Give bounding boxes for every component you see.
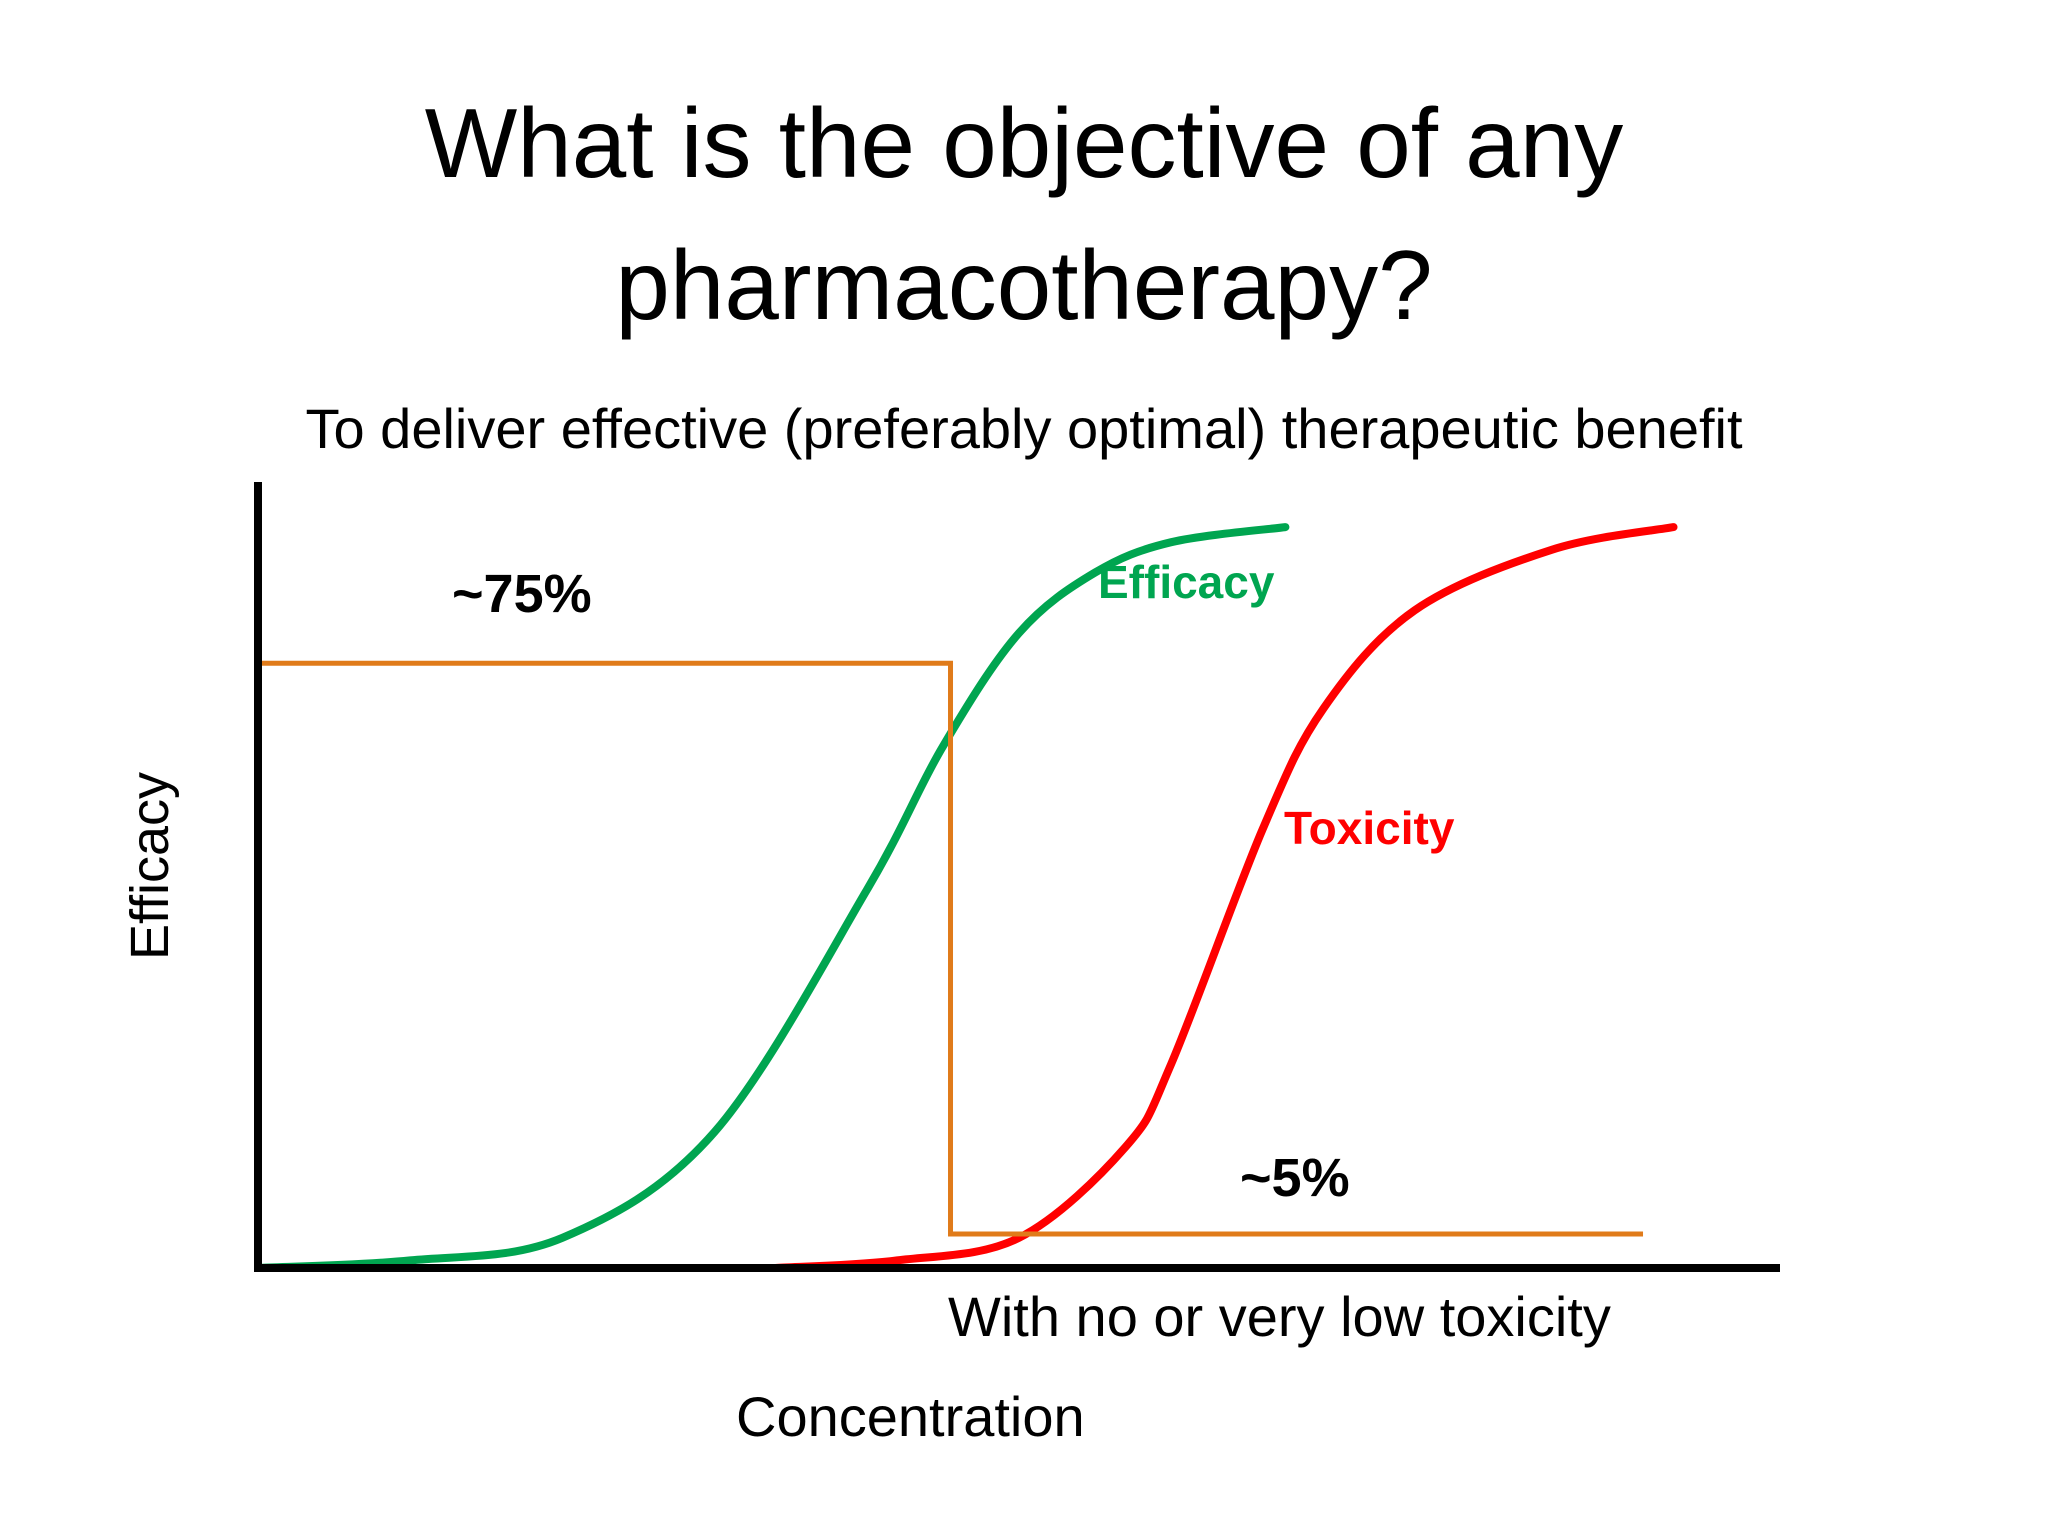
series-layer (254, 523, 1678, 1272)
toxicity-series-label: Toxicity (1284, 802, 1455, 854)
y-axis-label: Efficacy (120, 771, 180, 961)
toxicity-note: With no or very low toxicity (948, 1285, 1611, 1348)
slide-title-line-1: What is the objective of any (424, 88, 1624, 198)
slide-subtitle: To deliver effective (preferably optimal… (305, 397, 1743, 460)
efficacy-curve (254, 523, 1290, 1272)
window-right-value-label: ~5% (1240, 1148, 1350, 1208)
therapeutic-window-line (258, 660, 1644, 1237)
window-left-value-label: ~75% (452, 564, 592, 624)
slide-title: What is the objective of any pharmacothe… (0, 72, 2048, 356)
efficacy-series-label: Efficacy (1098, 556, 1275, 608)
slide-title-line-2: pharmacotherapy? (615, 230, 1433, 340)
x-axis-label: Concentration (736, 1385, 1085, 1448)
toxicity-curve (771, 523, 1678, 1272)
